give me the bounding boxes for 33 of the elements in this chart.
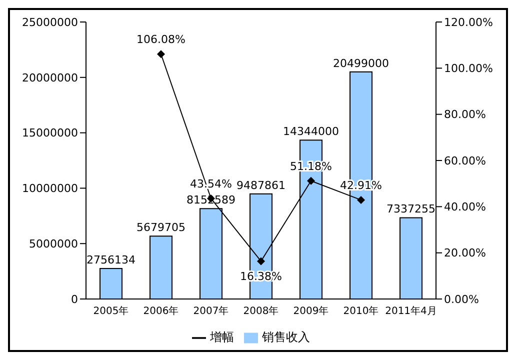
y-tick-label: 5000000 <box>29 238 78 251</box>
y2-tick-label: 20.00% <box>444 246 486 260</box>
x-tick-label: 2009年 <box>293 305 329 318</box>
point <box>307 176 315 185</box>
point <box>257 257 265 266</box>
y-tick-label: 25000000 <box>22 16 78 29</box>
y2-tick-label: 120.00% <box>444 16 493 29</box>
y2-tick-label: 40.00% <box>444 200 486 214</box>
legend-label: 销售收入 <box>262 330 310 344</box>
legend-label: 增幅 <box>210 330 234 344</box>
data-label: 106.08% <box>136 33 186 46</box>
y2-tick-label: 60.00% <box>444 154 486 168</box>
data-label: 2756134 <box>86 253 136 266</box>
y2-tick-label: 0.00% <box>444 292 479 306</box>
y2-tick-label: 100.00% <box>444 62 493 76</box>
y-tick-label: 20000000 <box>22 71 78 84</box>
data-label: 9487861 <box>236 178 286 192</box>
y-tick-label: 10000000 <box>22 182 78 196</box>
data-label: 20499000 <box>333 56 389 70</box>
x-tick-label: 2007年 <box>193 305 229 318</box>
data-label: 7337255 <box>386 202 436 216</box>
data-label: 14344000 <box>283 125 339 138</box>
y2-tick-label: 80.00% <box>444 108 486 122</box>
point <box>157 50 165 58</box>
y-tick-label: 0 <box>71 292 78 306</box>
x-tick-label: 2008年 <box>243 305 279 318</box>
point <box>357 196 365 204</box>
y-tick-label: 15000000 <box>22 126 78 140</box>
x-tick-label: 2005年 <box>93 305 129 318</box>
x-tick-label: 2010年 <box>343 305 379 318</box>
data-label: 5679705 <box>136 221 186 234</box>
x-tick-label: 2011年4月 <box>385 305 437 318</box>
x-tick-label: 2006年 <box>143 305 179 318</box>
